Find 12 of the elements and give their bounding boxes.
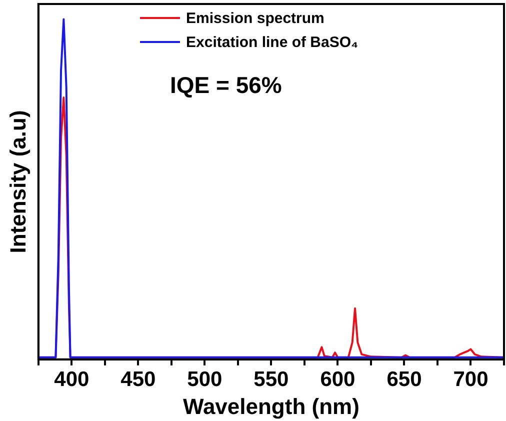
x-tick-label: 700 [453, 368, 488, 391]
x-tick-label: 400 [54, 368, 90, 391]
x-axis-title: Wavelength (nm) [182, 394, 360, 419]
legend-label: Excitation line of BaSO₄ [186, 34, 358, 50]
x-tick-label: 550 [254, 368, 289, 391]
x-tick-label: 450 [120, 368, 156, 391]
x-tick-label: 600 [320, 368, 356, 391]
x-tick-label: 500 [187, 368, 222, 391]
x-tick-label: 650 [386, 368, 422, 391]
annotation: IQE = 56% [170, 72, 282, 99]
legend-label: Emission spectrum [186, 10, 324, 26]
y-axis-title: Intensity (a.u) [5, 110, 30, 254]
